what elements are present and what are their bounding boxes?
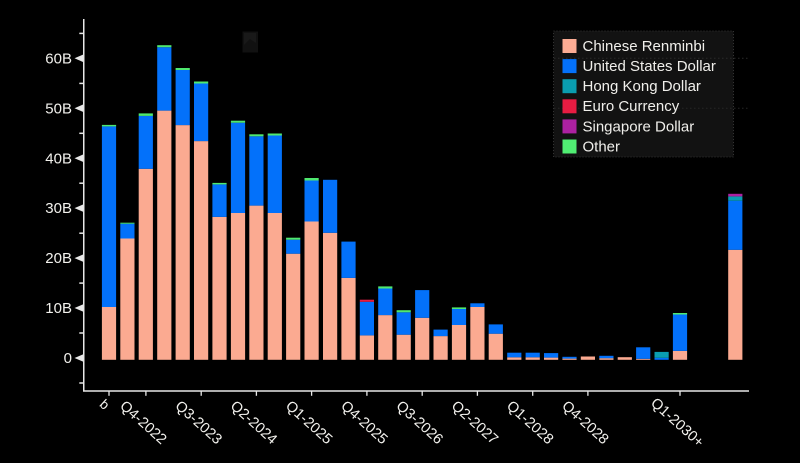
svg-text:10B: 10B <box>45 300 72 317</box>
svg-text:20B: 20B <box>45 250 72 267</box>
svg-text:Chinese Renminbi: Chinese Renminbi <box>583 38 706 55</box>
svg-text:50B: 50B <box>45 100 72 117</box>
svg-text:Singapore Dollar: Singapore Dollar <box>583 118 695 135</box>
svg-text:60B: 60B <box>45 50 72 67</box>
svg-text:30B: 30B <box>45 200 72 217</box>
svg-text:Hong Kong Dollar: Hong Kong Dollar <box>583 78 701 95</box>
svg-text:40B: 40B <box>45 150 72 167</box>
svg-text:Euro Currency: Euro Currency <box>583 98 680 115</box>
svg-text:0: 0 <box>64 350 72 367</box>
svg-text:United States Dollar: United States Dollar <box>583 58 716 75</box>
svg-text:Other: Other <box>583 138 621 155</box>
